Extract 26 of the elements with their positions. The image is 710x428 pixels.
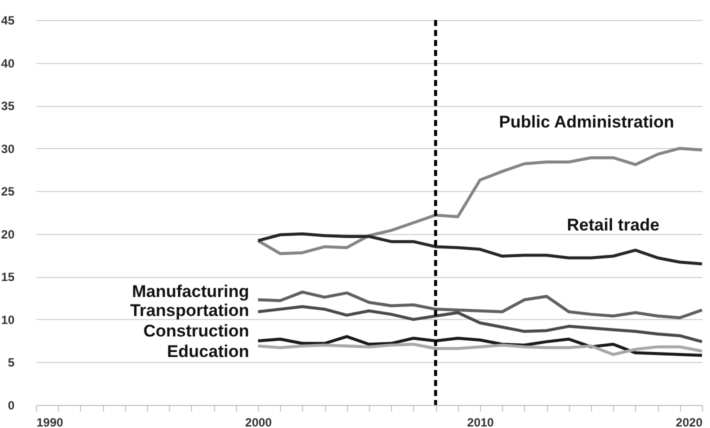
- y-tick-label: 25: [1, 184, 15, 199]
- y-tick-label: 20: [1, 227, 15, 242]
- line-series: [256, 146, 704, 256]
- series-label: Construction: [143, 321, 250, 340]
- y-tick-label: 0: [8, 398, 15, 412]
- line-series: [256, 290, 704, 320]
- x-tick-label: 2020: [676, 416, 703, 428]
- series-label: Retail trade: [566, 215, 660, 234]
- series-label: Manufacturing: [132, 282, 250, 302]
- y-tick-label: 15: [1, 270, 15, 284]
- line-series: [256, 342, 704, 356]
- y-tick-label: 30: [1, 142, 15, 156]
- x-tick-label: 2010: [467, 416, 494, 428]
- series-label: Education: [166, 342, 250, 361]
- line-series: [256, 335, 704, 357]
- series-label: Transportation: [130, 300, 250, 320]
- y-tick-label: 35: [1, 99, 15, 114]
- y-tick-label: 40: [1, 56, 15, 70]
- series-label: Public Administration: [499, 112, 674, 132]
- line-series: [256, 232, 704, 266]
- x-tick-label: 2000: [245, 416, 272, 428]
- y-tick-label: 45: [1, 14, 15, 28]
- y-tick-label: 10: [1, 312, 15, 327]
- x-tick-label: 1990: [36, 416, 64, 428]
- line-series: [256, 305, 704, 344]
- y-tick-label: 5: [8, 356, 15, 370]
